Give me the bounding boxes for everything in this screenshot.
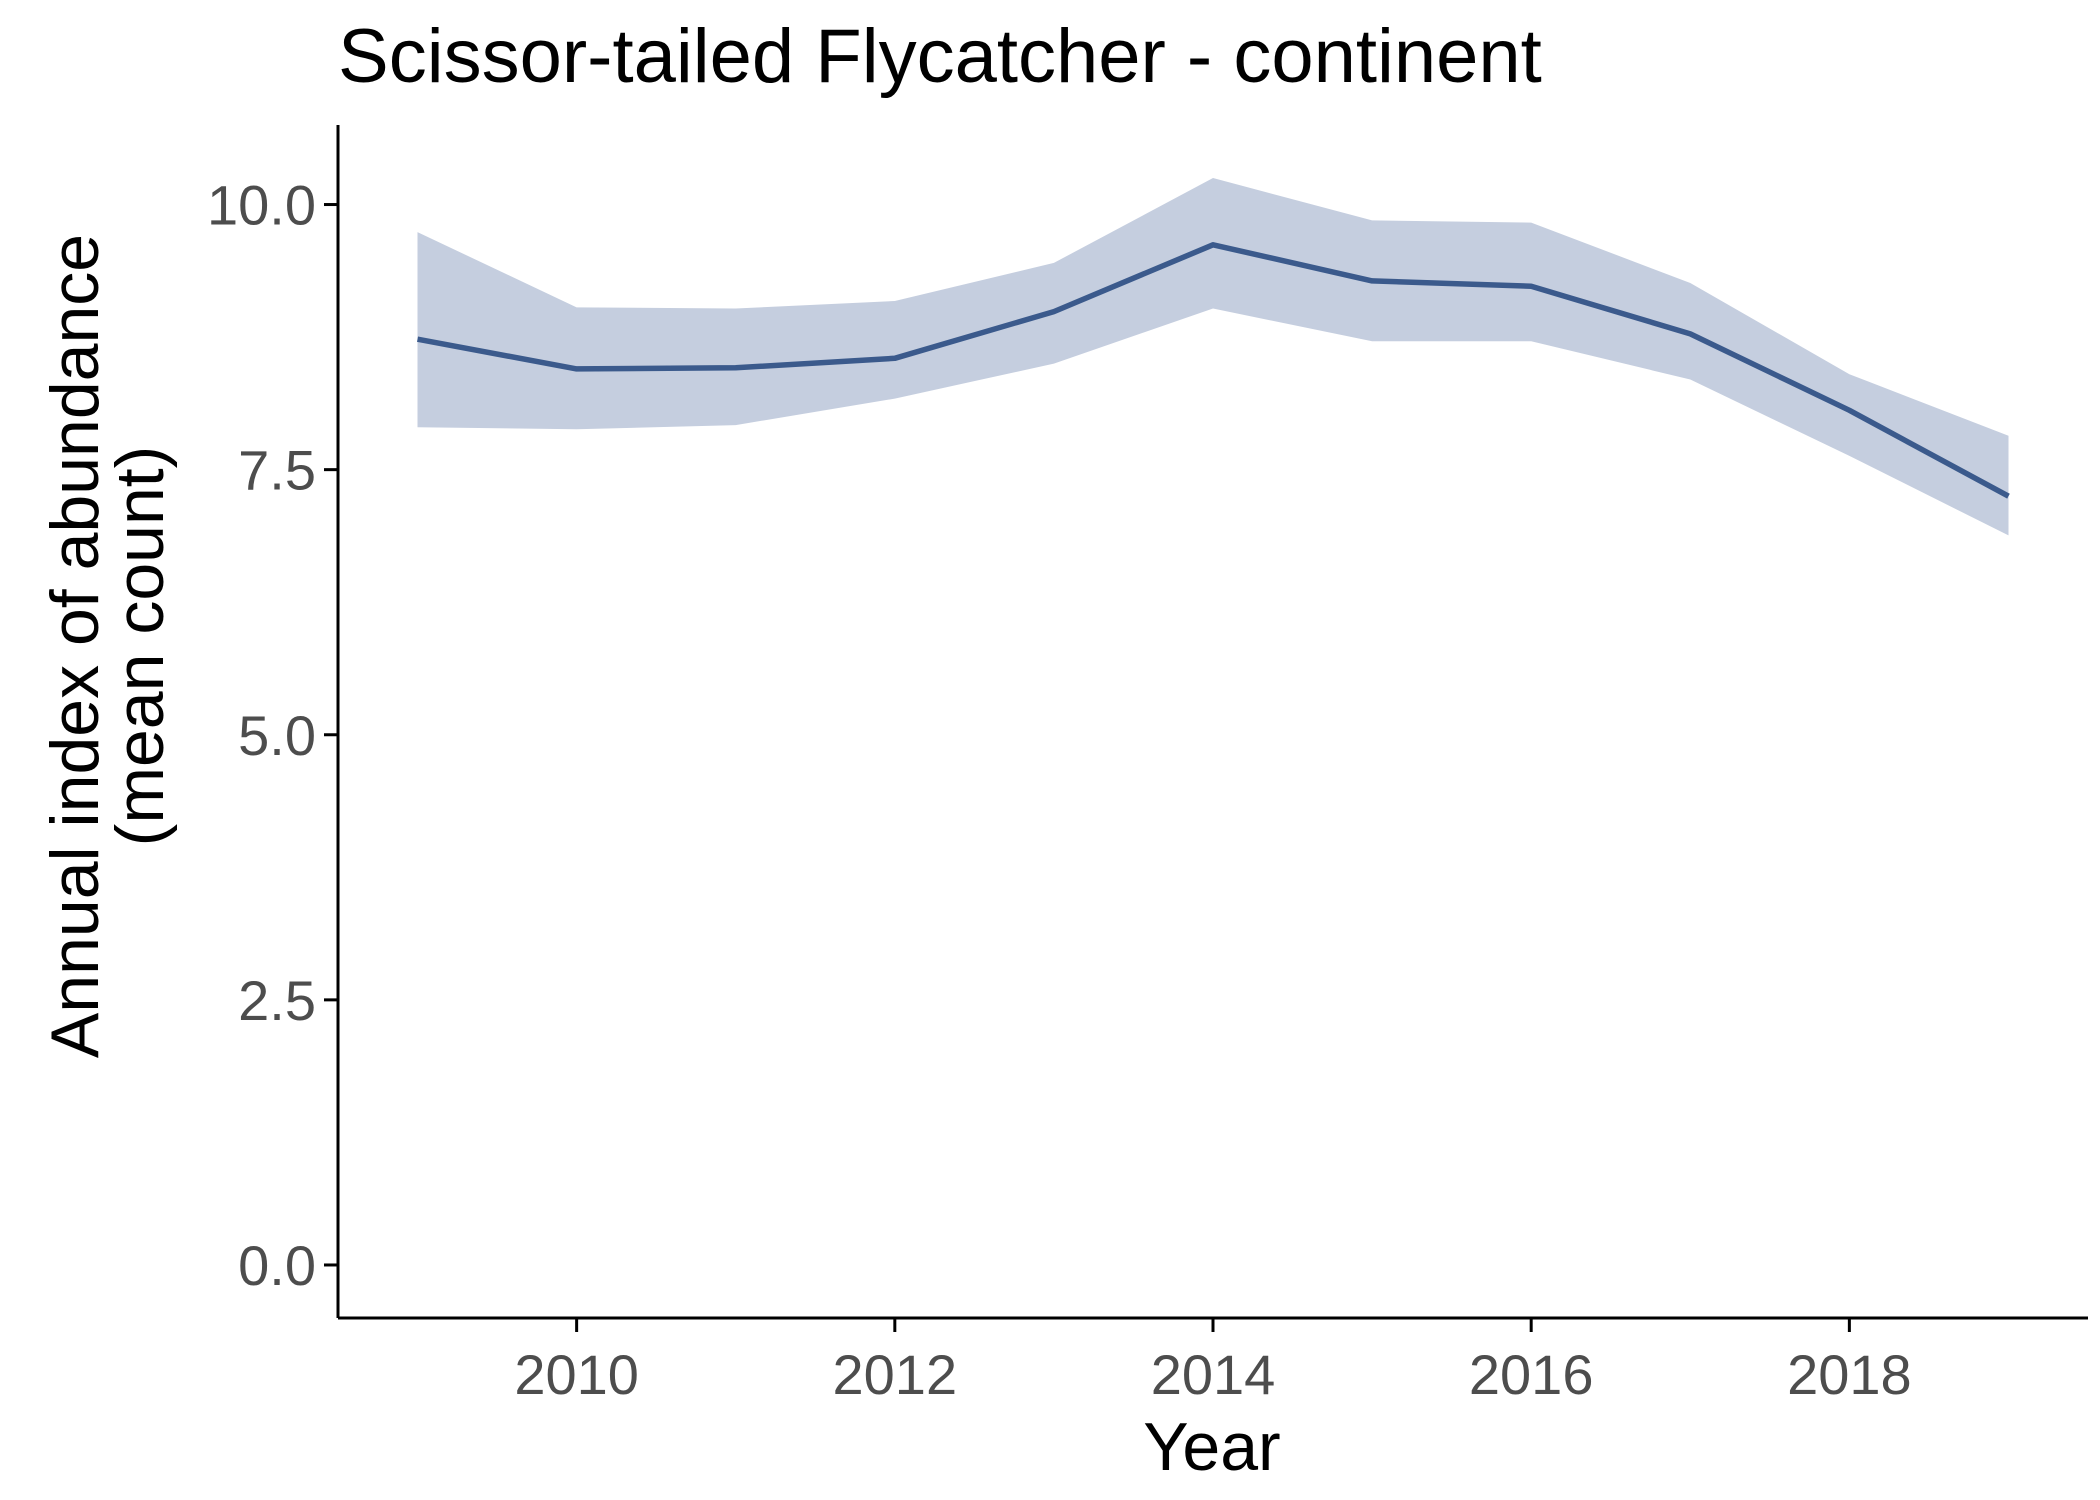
x-tick-label: 2014 xyxy=(1151,1343,1276,1406)
y-tick-label: 2.5 xyxy=(238,969,316,1032)
x-tick-label: 2016 xyxy=(1469,1343,1594,1406)
x-tick-label: 2010 xyxy=(514,1343,639,1406)
x-tick-label: 2012 xyxy=(833,1343,958,1406)
series-line xyxy=(416,242,2010,499)
y-tick-label: 5.0 xyxy=(238,704,316,767)
chart-title: Scissor-tailed Flycatcher - continent xyxy=(338,14,1542,99)
y-tick-label: 0.0 xyxy=(238,1234,316,1297)
x-tick-label: 2018 xyxy=(1787,1343,1912,1406)
y-axis-title-line-2: (mean count) xyxy=(102,446,178,847)
y-tick-label: 7.5 xyxy=(238,439,316,502)
y-tick-label: 10.0 xyxy=(207,174,316,237)
plot-area xyxy=(416,178,2010,536)
axes: 0.0 2.5 5.0 7.5 10.0 2010 2012 2014 2016 2018 xyxy=(207,125,2088,1406)
x-axis-title: Year xyxy=(1143,1409,1280,1485)
confidence-ribbon xyxy=(417,178,2009,536)
y-axis-title-line-1: Annual index of abundance xyxy=(37,234,113,1058)
